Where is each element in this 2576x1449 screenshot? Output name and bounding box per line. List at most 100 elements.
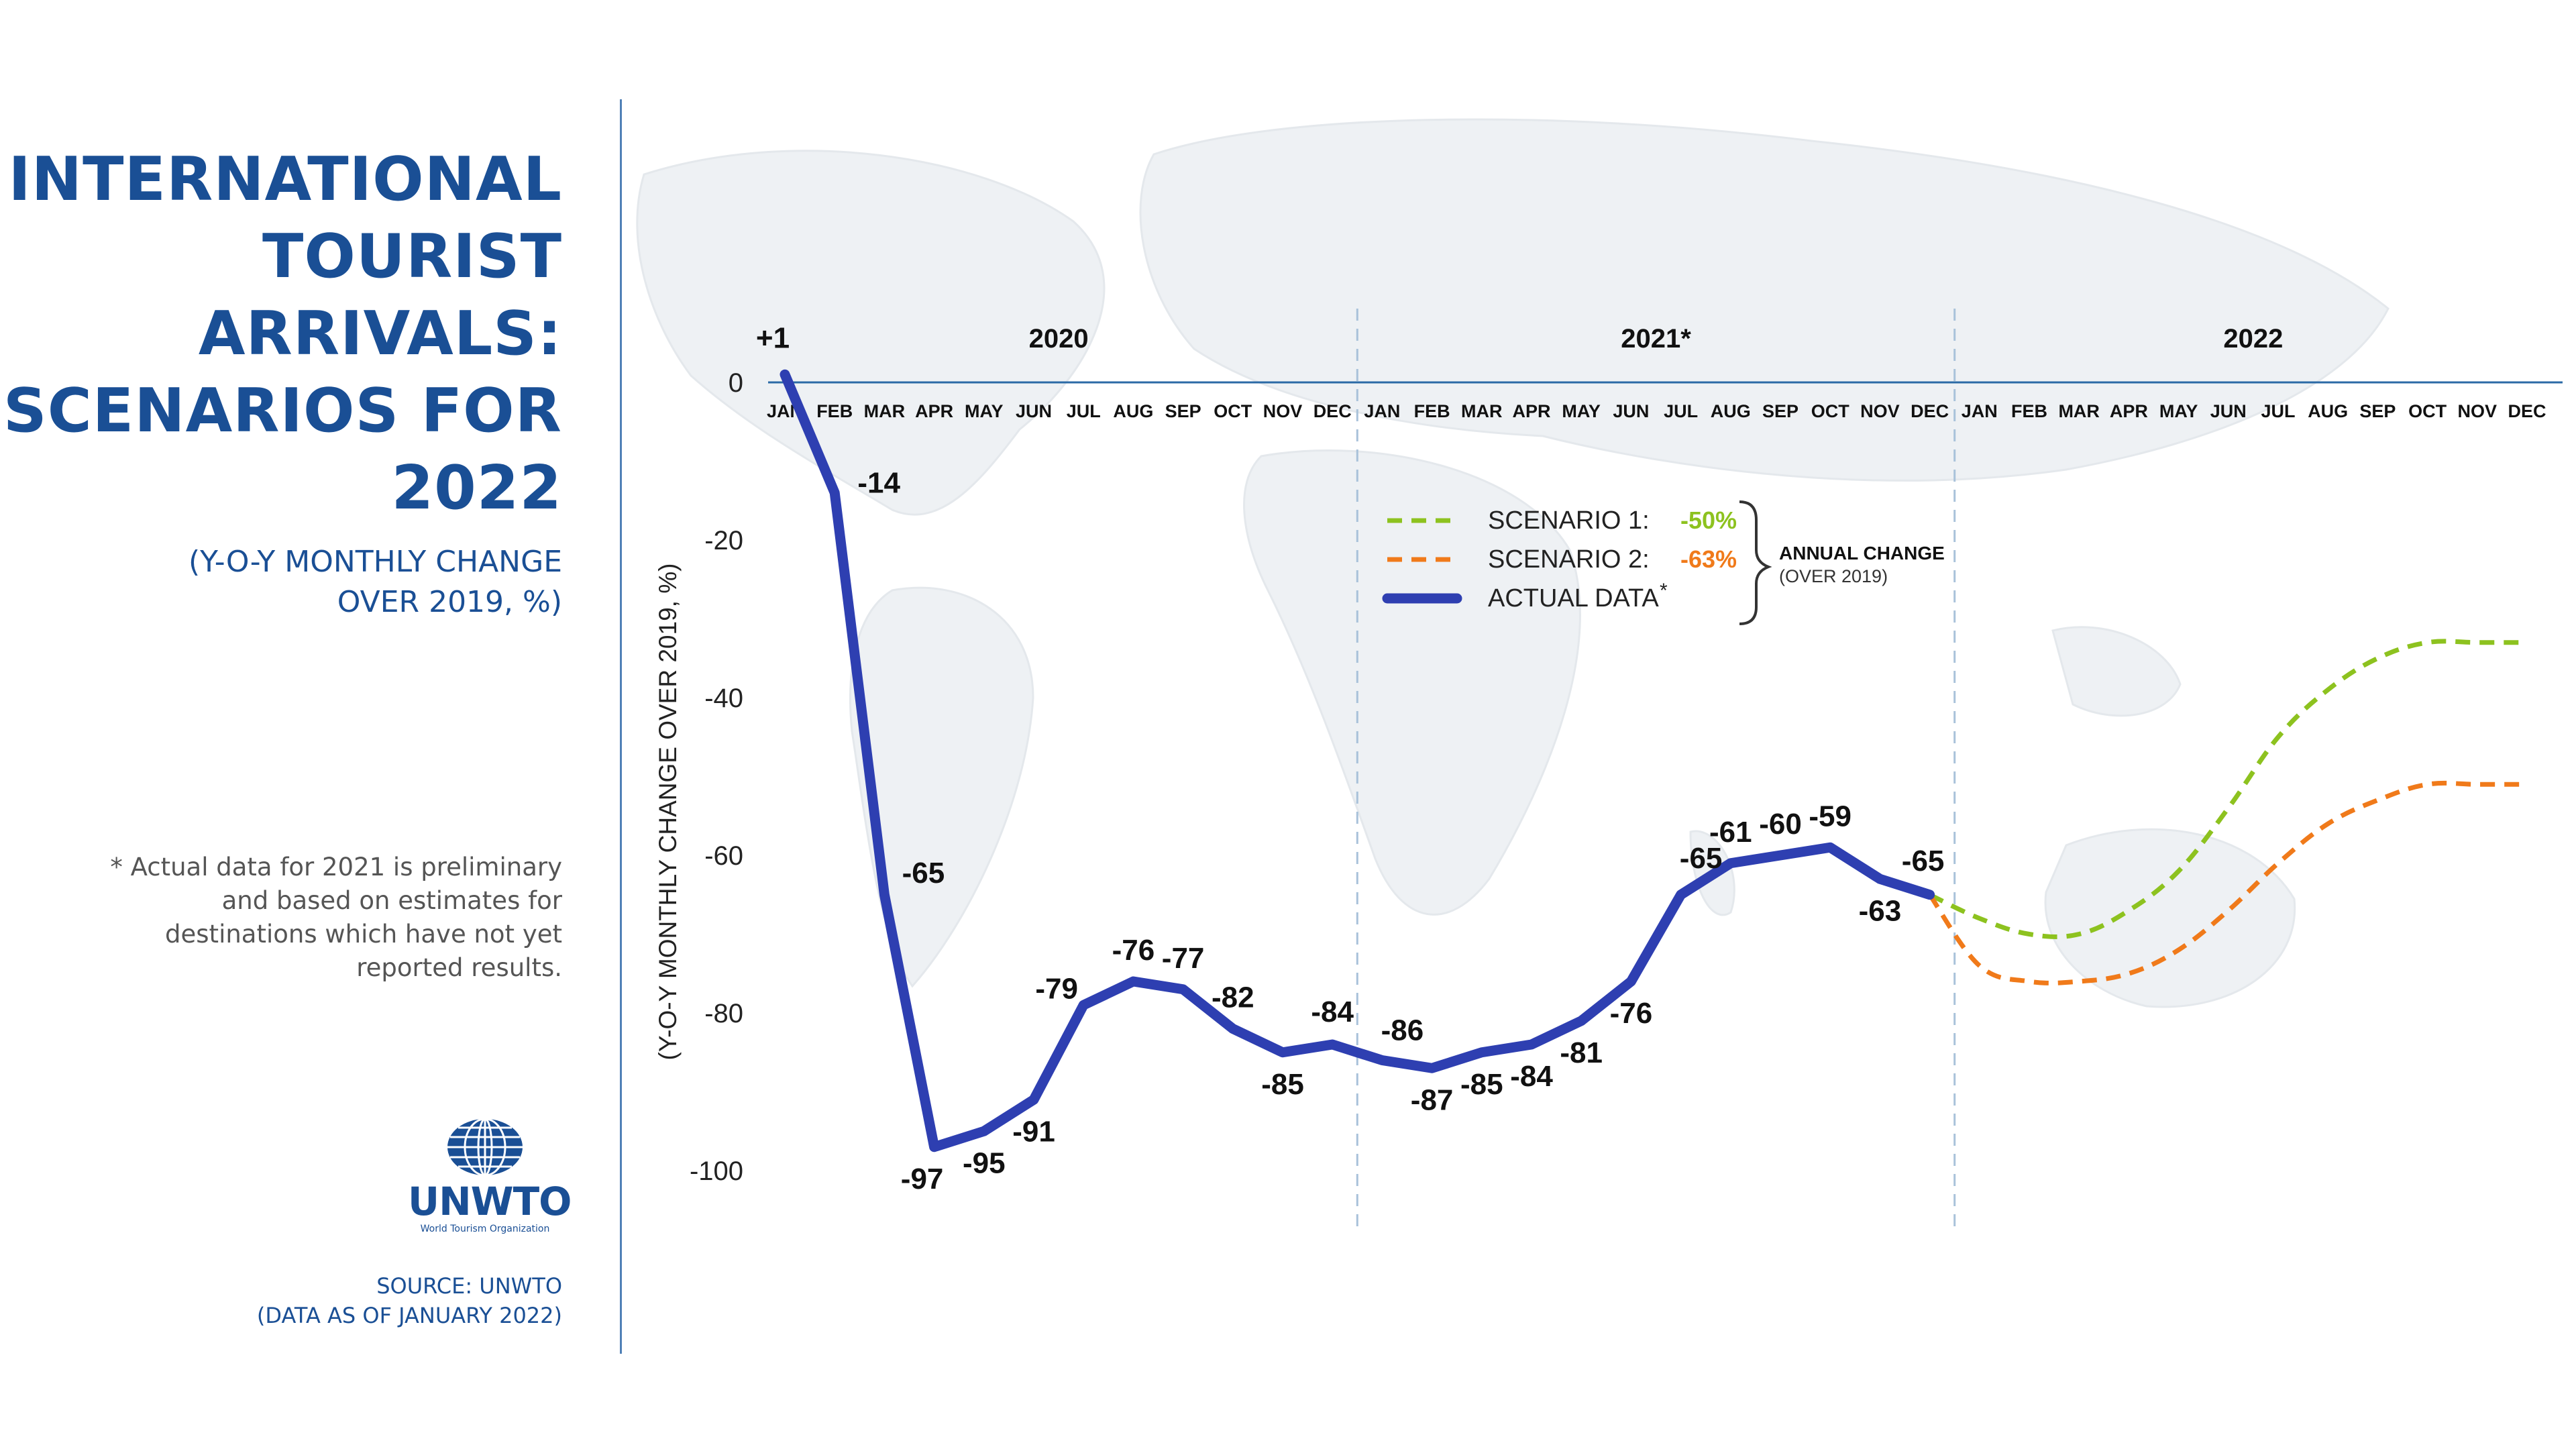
data-label: -85: [1261, 1068, 1304, 1101]
data-label: -60: [1759, 808, 1802, 841]
month-tick-label: APR: [915, 401, 953, 421]
month-tick-label: AUG: [1113, 401, 1153, 421]
legend-brace-title: ANNUAL CHANGE: [1779, 543, 1945, 564]
year-label: 2020: [1029, 324, 1089, 354]
month-tick-label: NOV: [1263, 401, 1303, 421]
subtitle-line: OVER 2019, %): [337, 585, 562, 619]
month-tick-label: SEP: [1165, 401, 1201, 421]
month-tick-label: AUG: [1711, 401, 1751, 421]
y-tick-label: 0: [729, 368, 743, 398]
data-label: -65: [1680, 842, 1723, 875]
source-line: SOURCE: UNWTO: [376, 1273, 562, 1299]
actual-data-line: [780, 369, 1935, 1152]
y-tick-label: -20: [704, 526, 743, 555]
title-line: ARRIVALS:: [198, 299, 562, 369]
data-label: -85: [1460, 1068, 1503, 1101]
month-tick-label: JAN: [1962, 401, 1998, 421]
year-label: 2022: [2223, 324, 2283, 354]
data-label: -76: [1112, 934, 1155, 967]
month-tick-label: JUN: [1613, 401, 1649, 421]
subtitle: (Y-O-Y MONTHLY CHANGE OVER 2019, %): [52, 542, 562, 623]
data-label: -65: [1902, 845, 1945, 877]
data-label: -14: [857, 467, 900, 500]
month-tick-label: FEB: [1414, 401, 1450, 421]
source-note: SOURCE: UNWTO (DATA AS OF JANUARY 2022): [93, 1271, 562, 1330]
month-tick-label: SEP: [2359, 401, 2396, 421]
data-label: -79: [1035, 972, 1078, 1005]
month-tick-label: JUN: [1016, 401, 1052, 421]
data-label: -63: [1859, 894, 1902, 927]
y-tick-label: -80: [704, 999, 743, 1028]
month-tick-label: APR: [1512, 401, 1550, 421]
data-label: -65: [902, 857, 945, 890]
month-tick-label: NOV: [1860, 401, 1900, 421]
y-tick-label: -100: [690, 1157, 743, 1186]
month-tick-label: SEP: [1762, 401, 1799, 421]
month-tick-label: DEC: [2508, 401, 2546, 421]
scenario-2-line: [1927, 780, 2527, 985]
month-tick-label: DEC: [1313, 401, 1352, 421]
scenario-1-line: [1929, 639, 2527, 940]
title-line: INTERNATIONAL: [8, 144, 562, 215]
legend-superscript: *: [1660, 580, 1668, 602]
month-tick-label: JUN: [2210, 401, 2247, 421]
data-label: -97: [901, 1163, 944, 1195]
subtitle-line: (Y-O-Y MONTHLY CHANGE: [188, 545, 562, 579]
month-tick-label: MAY: [1562, 401, 1601, 421]
y-axis-label: (Y-O-Y MONTHLY CHANGE OVER 2019, %): [654, 564, 682, 1061]
legend-label: SCENARIO 1:: [1488, 506, 1650, 535]
month-tick-label: OCT: [1214, 401, 1252, 421]
footnote-line: and based on estimates for: [221, 886, 562, 915]
legend-brace: [1739, 500, 1772, 625]
legend: SCENARIO 1: -50% SCENARIO 2: -63% ACTUAL DAT…: [1382, 500, 1945, 625]
month-tick-label: JUL: [1664, 401, 1698, 421]
data-label: -77: [1162, 942, 1205, 975]
legend-label: SCENARIO 2:: [1488, 545, 1650, 574]
legend-value: -50%: [1680, 506, 1737, 534]
title-line: TOURIST: [262, 221, 562, 292]
month-tick-label: OCT: [1811, 401, 1850, 421]
data-label: -91: [1012, 1115, 1055, 1148]
y-tick-label: -60: [704, 841, 743, 871]
footnote-line: * Actual data for 2021 is preliminary: [110, 853, 562, 881]
month-tick-label: FEB: [2011, 401, 2047, 421]
footnote-line: destinations which have not yet: [165, 920, 562, 949]
month-tick-label: MAY: [965, 401, 1004, 421]
unwto-logo: UNWTO World Tourism Organization: [408, 1117, 572, 1235]
month-tick-label: MAR: [864, 401, 906, 421]
month-tick-label: JAN: [1364, 401, 1400, 421]
page-title: INTERNATIONAL TOURIST ARRIVALS: SCENARIO…: [0, 141, 562, 527]
month-tick-label: OCT: [2408, 401, 2447, 421]
month-tick-label: MAY: [2159, 401, 2198, 421]
title-line: 2022: [391, 453, 562, 523]
month-tick-label: DEC: [1911, 401, 1949, 421]
data-label: +1: [756, 321, 790, 354]
month-tick-label: JUL: [1067, 401, 1101, 421]
month-tick-label: APR: [2110, 401, 2148, 421]
month-tick-label: JUL: [2261, 401, 2295, 421]
month-tick-label: NOV: [2458, 401, 2498, 421]
data-label: -84: [1311, 996, 1354, 1028]
legend-label: ACTUAL DATA: [1488, 584, 1659, 612]
source-line: (DATA AS OF JANUARY 2022): [256, 1303, 562, 1328]
data-label: -81: [1560, 1036, 1603, 1069]
data-label: -82: [1212, 981, 1254, 1014]
legend-value: -63%: [1680, 545, 1737, 573]
vertical-divider: [620, 99, 622, 1354]
month-tick-label: FEB: [816, 401, 853, 421]
legend-brace-subtitle: (OVER 2019): [1779, 566, 1888, 586]
title-line: SCENARIOS FOR: [3, 376, 562, 446]
footnote-line: reported results.: [356, 953, 562, 982]
footnote: * Actual data for 2021 is preliminary an…: [39, 851, 562, 985]
month-tick-label: MAR: [2058, 401, 2100, 421]
month-tick-label: AUG: [2308, 401, 2348, 421]
month-tick-label: MAR: [1461, 401, 1503, 421]
y-tick-label: -40: [704, 684, 743, 713]
data-label: -95: [963, 1146, 1006, 1179]
sidebar: INTERNATIONAL TOURIST ARRIVALS: SCENARIO…: [0, 0, 624, 1449]
year-label: 2021*: [1621, 324, 1691, 354]
logo-name: UNWTO: [408, 1179, 572, 1224]
data-label: -86: [1381, 1014, 1424, 1047]
world-map-background: [636, 118, 2390, 1008]
